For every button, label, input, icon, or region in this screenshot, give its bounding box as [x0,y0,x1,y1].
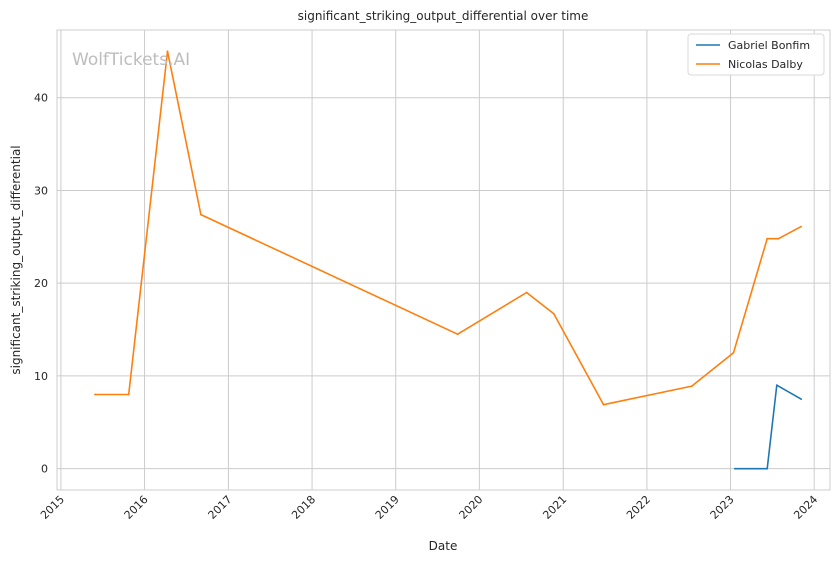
y-tick-label: 0 [41,463,48,476]
chart-title: significant_striking_output_differential… [298,9,589,23]
data-point-nicolas-dalby [200,213,202,216]
data-point-nicolas-dalby [732,351,735,354]
data-point-nicolas-dalby [777,237,780,240]
data-point-nicolas-dalby [94,393,96,396]
legend-box [687,33,825,76]
data-point-nicolas-dalby [800,225,802,228]
series-layer [94,50,802,470]
data-point-nicolas-dalby [766,237,769,240]
legend-label-gabriel-bonfim: Gabriel Bonfim [728,39,810,52]
data-point-nicolas-dalby [552,312,555,315]
grid-lines [57,30,830,490]
y-tick-label: 20 [34,277,48,290]
plot-area [57,30,830,490]
data-point-nicolas-dalby [456,333,459,336]
legend-label-nicolas-dalby: Nicolas Dalby [728,58,803,71]
data-point-gabriel-bonfim [766,467,769,470]
data-point-nicolas-dalby [525,291,528,294]
y-tick-label: 40 [34,92,48,105]
data-point-nicolas-dalby [166,50,169,53]
plot-frame [56,29,831,491]
data-point-nicolas-dalby [127,393,130,396]
legend: Gabriel Bonfim Nicolas Dalby [687,33,825,76]
x-axis-title: Date [429,539,458,553]
watermark: WolfTickets.AI [72,50,190,70]
data-point-gabriel-bonfim [800,398,802,400]
data-point-nicolas-dalby [690,385,693,387]
series-line-gabriel-bonfim [734,384,802,470]
data-point-nicolas-dalby [602,403,605,406]
y-tick-label: 30 [34,184,48,197]
y-tick-label: 10 [34,370,48,383]
data-point-gabriel-bonfim [734,467,736,470]
data-point-gabriel-bonfim [775,384,778,387]
y-axis-title: significant_striking_output_differential [9,145,23,374]
